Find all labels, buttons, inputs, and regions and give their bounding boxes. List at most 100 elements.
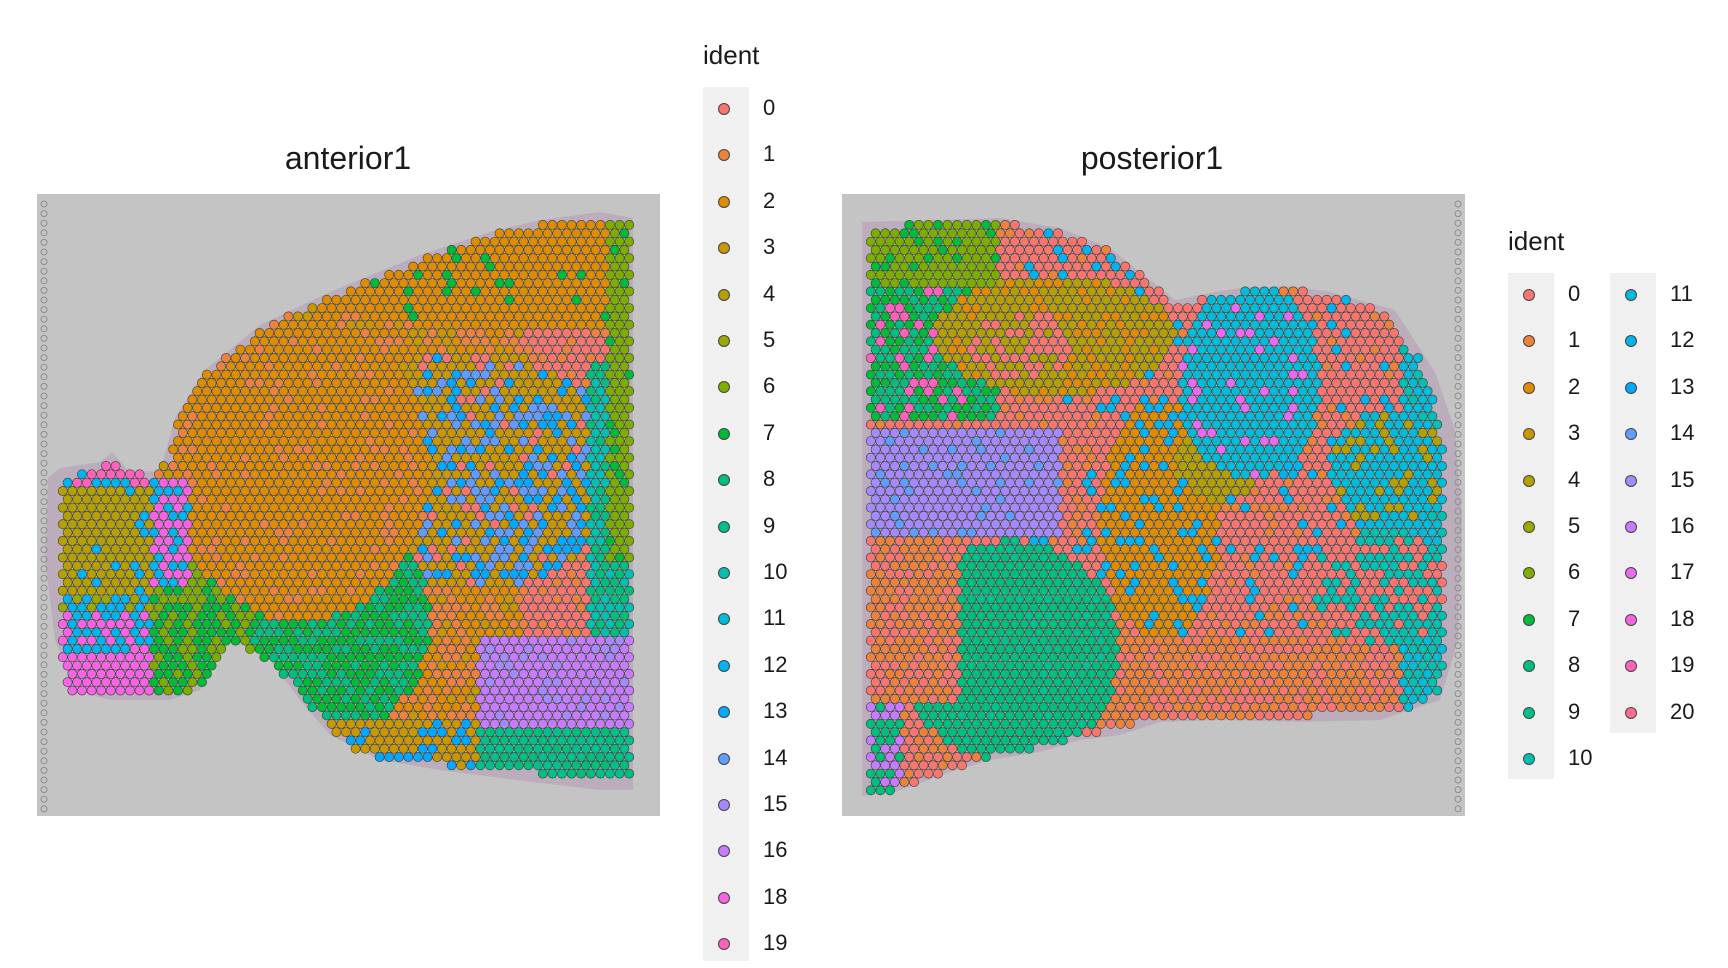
spot (480, 619, 491, 629)
spot (605, 236, 615, 247)
spot (408, 610, 419, 621)
spot (197, 544, 207, 555)
spot (331, 527, 342, 538)
spot (331, 461, 342, 471)
spot (557, 702, 567, 712)
spot (422, 269, 433, 280)
spot (552, 560, 563, 571)
spot (235, 577, 246, 588)
spot (557, 253, 567, 264)
spot (1206, 427, 1217, 438)
spot (1264, 527, 1275, 538)
spot (1120, 328, 1131, 338)
spot (518, 519, 529, 530)
spot (1182, 519, 1193, 530)
spot (105, 602, 116, 613)
spot (557, 652, 567, 663)
spot (192, 419, 203, 430)
spot (1096, 303, 1107, 313)
spot (1259, 353, 1270, 363)
spot (149, 660, 159, 671)
spot (158, 627, 169, 638)
spot (552, 444, 563, 455)
spot (609, 760, 620, 771)
spot (590, 278, 601, 288)
spot (384, 552, 395, 563)
spot (1225, 294, 1236, 305)
spot (446, 411, 457, 422)
spot (537, 286, 548, 297)
spot (1019, 236, 1030, 247)
spot (1317, 502, 1327, 513)
spot (1269, 536, 1279, 546)
spot (187, 494, 198, 505)
spot (1134, 502, 1145, 513)
spot (1278, 536, 1289, 546)
spot (1216, 328, 1227, 338)
spot (528, 702, 539, 712)
spot (1374, 486, 1385, 496)
spot (513, 461, 524, 471)
spot (345, 519, 356, 530)
spot (158, 511, 169, 521)
spot (345, 319, 356, 330)
spot (317, 336, 327, 347)
spot (461, 735, 471, 746)
spot (307, 319, 318, 330)
spot (542, 494, 553, 505)
spot (192, 402, 203, 413)
spot (461, 519, 471, 530)
spot (91, 544, 102, 555)
spot (321, 660, 332, 671)
spot (446, 727, 457, 737)
spot (57, 536, 68, 546)
spot (1139, 411, 1150, 422)
spot (470, 519, 481, 530)
spot (379, 377, 390, 388)
spot (981, 436, 991, 446)
spot (57, 552, 68, 563)
spot (1096, 502, 1107, 513)
spot (605, 269, 615, 280)
spot (273, 494, 284, 505)
spot (216, 610, 227, 621)
spot (1048, 486, 1059, 496)
spot (62, 511, 73, 521)
spot (904, 286, 915, 297)
fiducial-dot (40, 277, 48, 285)
spot (331, 594, 342, 604)
spot (379, 394, 390, 405)
spot (249, 402, 260, 413)
fiducial-dot (40, 805, 48, 813)
spot (899, 394, 910, 405)
spot (576, 303, 587, 313)
spot (273, 627, 284, 638)
spot (499, 669, 510, 679)
spot (880, 261, 891, 272)
spot (1317, 386, 1327, 397)
spot (206, 577, 217, 588)
spot (427, 677, 438, 688)
spot (1249, 369, 1260, 380)
spot (288, 635, 299, 646)
spot (1029, 303, 1039, 313)
spot (91, 644, 102, 654)
spot (485, 627, 495, 638)
spot (264, 527, 275, 538)
spot (427, 444, 438, 455)
spot (542, 627, 553, 638)
spot (933, 336, 943, 347)
spot (1177, 444, 1188, 455)
spot (465, 511, 476, 521)
spot (336, 353, 347, 363)
spot (595, 486, 606, 496)
spot (326, 386, 337, 397)
spot (1158, 361, 1169, 372)
spot (504, 344, 515, 355)
spot (1105, 253, 1116, 264)
spot (619, 677, 630, 688)
spot (1081, 527, 1092, 538)
spot (1417, 461, 1428, 471)
spot (533, 627, 543, 638)
spot (259, 469, 270, 480)
